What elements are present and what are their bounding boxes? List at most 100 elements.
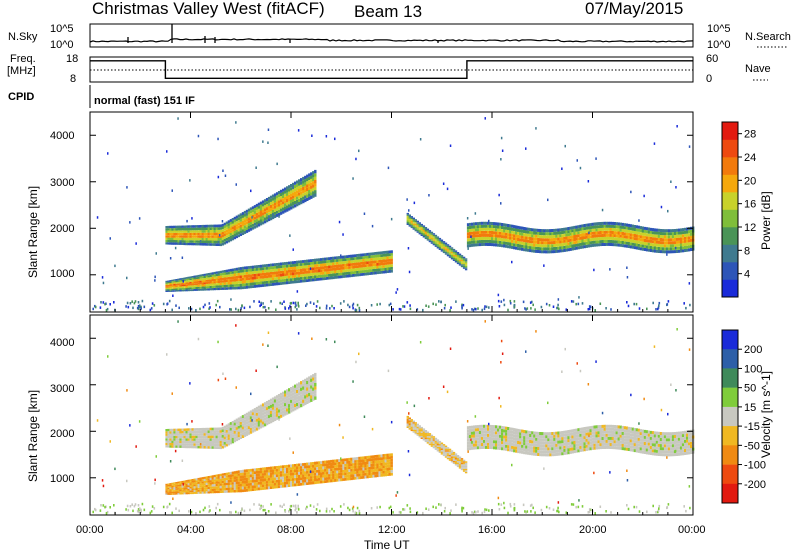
power-cell (555, 243, 558, 247)
velocity-cell (183, 443, 186, 446)
velocity-cell (221, 435, 225, 438)
velocity-cell (497, 425, 500, 429)
power-cell (557, 228, 560, 232)
velocity-cell (485, 424, 488, 428)
velocity-cell (271, 469, 275, 472)
power-cell (521, 232, 524, 236)
velocity-cell (277, 479, 281, 483)
power-cell (284, 193, 287, 197)
power-cell (370, 260, 373, 264)
power-cell (489, 221, 492, 225)
velocity-cell (312, 475, 315, 479)
velocity-cell (374, 469, 377, 472)
power-cell (472, 222, 476, 226)
velocity-cell (261, 412, 265, 416)
velocity-cell (330, 473, 333, 477)
velocity-cell (322, 472, 325, 475)
velocity-cell (165, 488, 168, 490)
velocity-cell (501, 447, 504, 451)
velocity-cell (497, 428, 500, 432)
power-cell (169, 228, 172, 231)
power-cell (253, 222, 257, 226)
power-cell (581, 233, 584, 237)
power-cell (412, 222, 415, 224)
power-cell (665, 232, 669, 236)
velocity-cell (227, 423, 231, 427)
power-cell (302, 186, 305, 191)
ground-scatter-cell (552, 305, 555, 308)
power-cell (328, 271, 331, 274)
velocity-cell (300, 394, 303, 398)
power-cell (205, 243, 208, 246)
velocity-cell (442, 445, 446, 448)
power-cell (306, 279, 309, 282)
power-cell (563, 242, 566, 246)
power-cell (211, 283, 214, 286)
power-cell (613, 237, 616, 241)
velocity-cell (233, 484, 237, 488)
ground-scatter-cell (296, 308, 298, 311)
power-cell (245, 209, 249, 213)
power-cell (273, 274, 277, 278)
power-cell (362, 256, 365, 259)
power-cell (217, 227, 220, 230)
power-cell (201, 237, 204, 241)
velocity-cell (378, 468, 381, 472)
power-cell (205, 275, 208, 278)
power-cell (669, 244, 673, 248)
velocity-cell (286, 481, 289, 485)
power-cell (277, 197, 281, 201)
power-cell (269, 195, 273, 199)
ground-scatter-cell (540, 305, 543, 309)
power-cell (310, 262, 313, 265)
velocity-cell (489, 427, 492, 431)
velocity-cell (249, 413, 253, 417)
power-cell (615, 231, 618, 235)
power-cell (521, 226, 524, 230)
velocity-cell (169, 493, 172, 495)
velocity-cell (505, 432, 508, 436)
velocity-cell (290, 393, 293, 397)
velocity-cell (273, 405, 277, 409)
power-cell (565, 239, 568, 243)
power-cell (197, 242, 200, 246)
power-cell (663, 241, 667, 245)
velocity-cell (231, 476, 235, 480)
power-cell (497, 243, 500, 247)
power-cell (167, 286, 170, 288)
power-cell (541, 244, 544, 248)
power-cell (290, 275, 293, 279)
velocity-cell (460, 467, 464, 469)
velocity-cell (487, 436, 490, 440)
power-cell (201, 232, 204, 236)
power-cell (267, 215, 271, 219)
velocity-cell (495, 446, 498, 450)
power-cell (509, 242, 512, 246)
power-cell (452, 256, 456, 258)
power-cell (690, 235, 693, 239)
power-cell (472, 225, 476, 229)
power-cell (320, 272, 323, 275)
velocity-cell (296, 483, 299, 487)
power-cell (569, 229, 572, 233)
velocity-cell (452, 459, 456, 461)
power-cell (261, 272, 265, 276)
velocity-cell (225, 441, 229, 444)
velocity-cell (197, 483, 200, 486)
power-cell (181, 232, 184, 236)
power-cell (495, 237, 498, 241)
velocity-cell (205, 480, 208, 483)
power-cell (308, 173, 311, 177)
velocity-cell (456, 465, 460, 468)
power-cell (649, 236, 653, 240)
velocity-cell (193, 435, 196, 439)
velocity-cell (468, 447, 472, 451)
velocity-cell (370, 458, 373, 462)
velocity-cell (432, 440, 436, 443)
power-cell (533, 237, 536, 241)
power-cell (360, 259, 363, 262)
power-cell (259, 281, 263, 285)
power-cell (410, 226, 413, 229)
power-cell (567, 236, 570, 240)
velocity-cell (310, 385, 313, 389)
